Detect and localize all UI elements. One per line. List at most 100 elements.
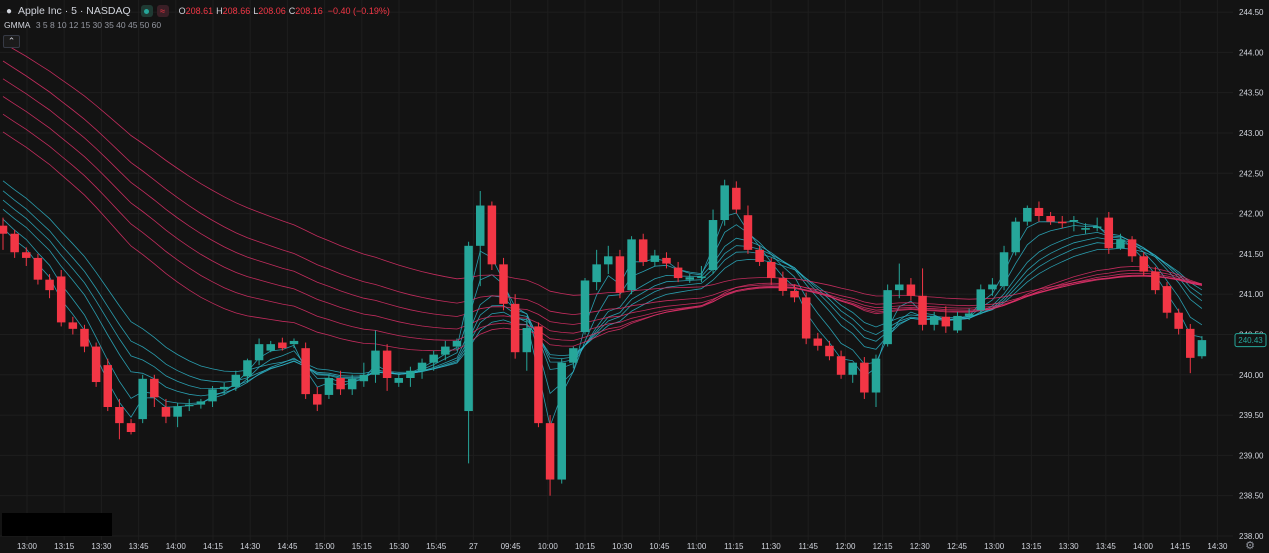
ohlc-values: O208.61 H208.66 L208.06 C208.16 −0.40 (−… <box>179 6 390 16</box>
candle-body <box>161 407 171 417</box>
candle-body <box>138 378 147 420</box>
candle-body <box>604 256 613 265</box>
candle-body <box>580 280 590 333</box>
candle-body <box>487 205 497 265</box>
x-tick-label: 10:45 <box>649 542 670 551</box>
candle-body <box>592 264 601 283</box>
candle-body <box>0 225 8 234</box>
x-tick-label: 27 <box>469 542 478 551</box>
candle-body <box>755 249 764 262</box>
x-tick-label: 11:15 <box>724 542 744 551</box>
gmma-long-line <box>2 78 1202 325</box>
candle-body <box>1046 216 1055 222</box>
candle-body <box>429 354 438 363</box>
gmma-lines <box>2 42 1203 428</box>
candle-body <box>848 362 857 375</box>
candle-body <box>1139 256 1148 272</box>
candle-body <box>918 295 927 325</box>
x-tick-label: 13:45 <box>129 542 150 551</box>
x-tick-label: 10:30 <box>612 542 633 551</box>
candle-body <box>464 245 473 412</box>
candle-body <box>417 362 427 371</box>
candle-body <box>685 277 695 280</box>
candle-body <box>662 257 671 264</box>
gmma-long-line <box>2 96 1202 334</box>
y-tick-label: 239.50 <box>1239 411 1264 420</box>
x-tick-label: 11:00 <box>687 542 707 551</box>
gmma-long-line <box>2 42 1202 300</box>
candle-body <box>673 267 683 279</box>
candle-body <box>336 378 345 390</box>
y-tick-label: 239.00 <box>1239 451 1264 460</box>
candle-body <box>1011 221 1020 253</box>
candle-body <box>196 401 206 405</box>
candle-body <box>650 255 660 262</box>
candle-body <box>732 187 741 210</box>
x-tick-label: 15:15 <box>352 542 373 551</box>
candle-body <box>56 276 66 323</box>
x-tick-label: 13:30 <box>1059 542 1080 551</box>
candle-body <box>266 344 275 351</box>
candle-body <box>790 290 799 298</box>
symbol-title[interactable]: Apple Inc · 5 · NASDAQ <box>18 5 131 17</box>
candle-body <box>929 316 939 325</box>
axes: 238.00238.50239.00239.50240.00240.50241.… <box>17 8 1267 551</box>
x-tick-label: 13:00 <box>17 542 38 551</box>
candles <box>0 179 1207 496</box>
candle-body <box>697 276 706 279</box>
y-tick-label: 238.50 <box>1239 492 1264 501</box>
candle-body <box>906 284 916 296</box>
candle-body <box>976 289 986 311</box>
x-tick-label: 12:45 <box>947 542 968 551</box>
candle-body <box>68 322 78 329</box>
candle-body <box>1162 286 1172 313</box>
candle-body <box>557 362 566 480</box>
x-tick-label: 13:00 <box>984 542 1005 551</box>
candle-body <box>45 279 54 291</box>
candle-body <box>836 356 846 375</box>
candle-body <box>569 348 578 363</box>
gmma-long-line <box>2 113 1203 341</box>
candle-body <box>1034 207 1044 216</box>
candle-body <box>1116 239 1125 249</box>
candle-body <box>813 338 823 346</box>
candle-body <box>1092 226 1102 229</box>
x-tick-label: 14:15 <box>203 542 224 551</box>
indicator-name: GMMA <box>4 20 31 30</box>
candle-body <box>150 378 159 398</box>
candle-body <box>10 233 19 253</box>
candle-body <box>778 278 788 291</box>
candle-body <box>115 407 124 424</box>
candle-body <box>627 239 636 291</box>
candle-body <box>347 378 357 390</box>
candle-body <box>173 406 182 417</box>
indicator-legend[interactable]: GMMA 3 5 8 10 12 15 30 35 40 45 50 60 <box>4 20 161 30</box>
candle-body <box>324 378 334 395</box>
y-tick-label: 244.00 <box>1239 48 1264 57</box>
ohlc-low: L208.06 <box>253 6 286 16</box>
wave-icon[interactable]: ≈ <box>156 5 169 17</box>
gear-icon[interactable]: ⚙ <box>1245 540 1255 552</box>
candle-body <box>441 346 450 355</box>
candle-body <box>766 261 776 279</box>
last-price-label: 240.43 <box>1238 336 1263 345</box>
gmma-long-line <box>2 60 1202 316</box>
candle-body <box>219 386 229 390</box>
candle-body <box>534 326 543 424</box>
market-status-icon[interactable] <box>140 5 153 17</box>
x-tick-label: 12:00 <box>835 542 856 551</box>
x-tick-label: 14:00 <box>166 542 187 551</box>
grid <box>0 0 1233 540</box>
candle-body <box>545 423 555 480</box>
candle-body <box>720 185 729 221</box>
candle-body <box>1197 340 1207 357</box>
candle-body <box>80 328 89 347</box>
y-tick-label: 242.00 <box>1239 210 1264 219</box>
candle-body <box>1174 312 1183 329</box>
candle-body <box>895 284 904 291</box>
collapse-legend-button[interactable]: ⌃ <box>3 35 20 48</box>
candle-body <box>452 340 462 347</box>
y-tick-label: 243.50 <box>1239 89 1264 98</box>
